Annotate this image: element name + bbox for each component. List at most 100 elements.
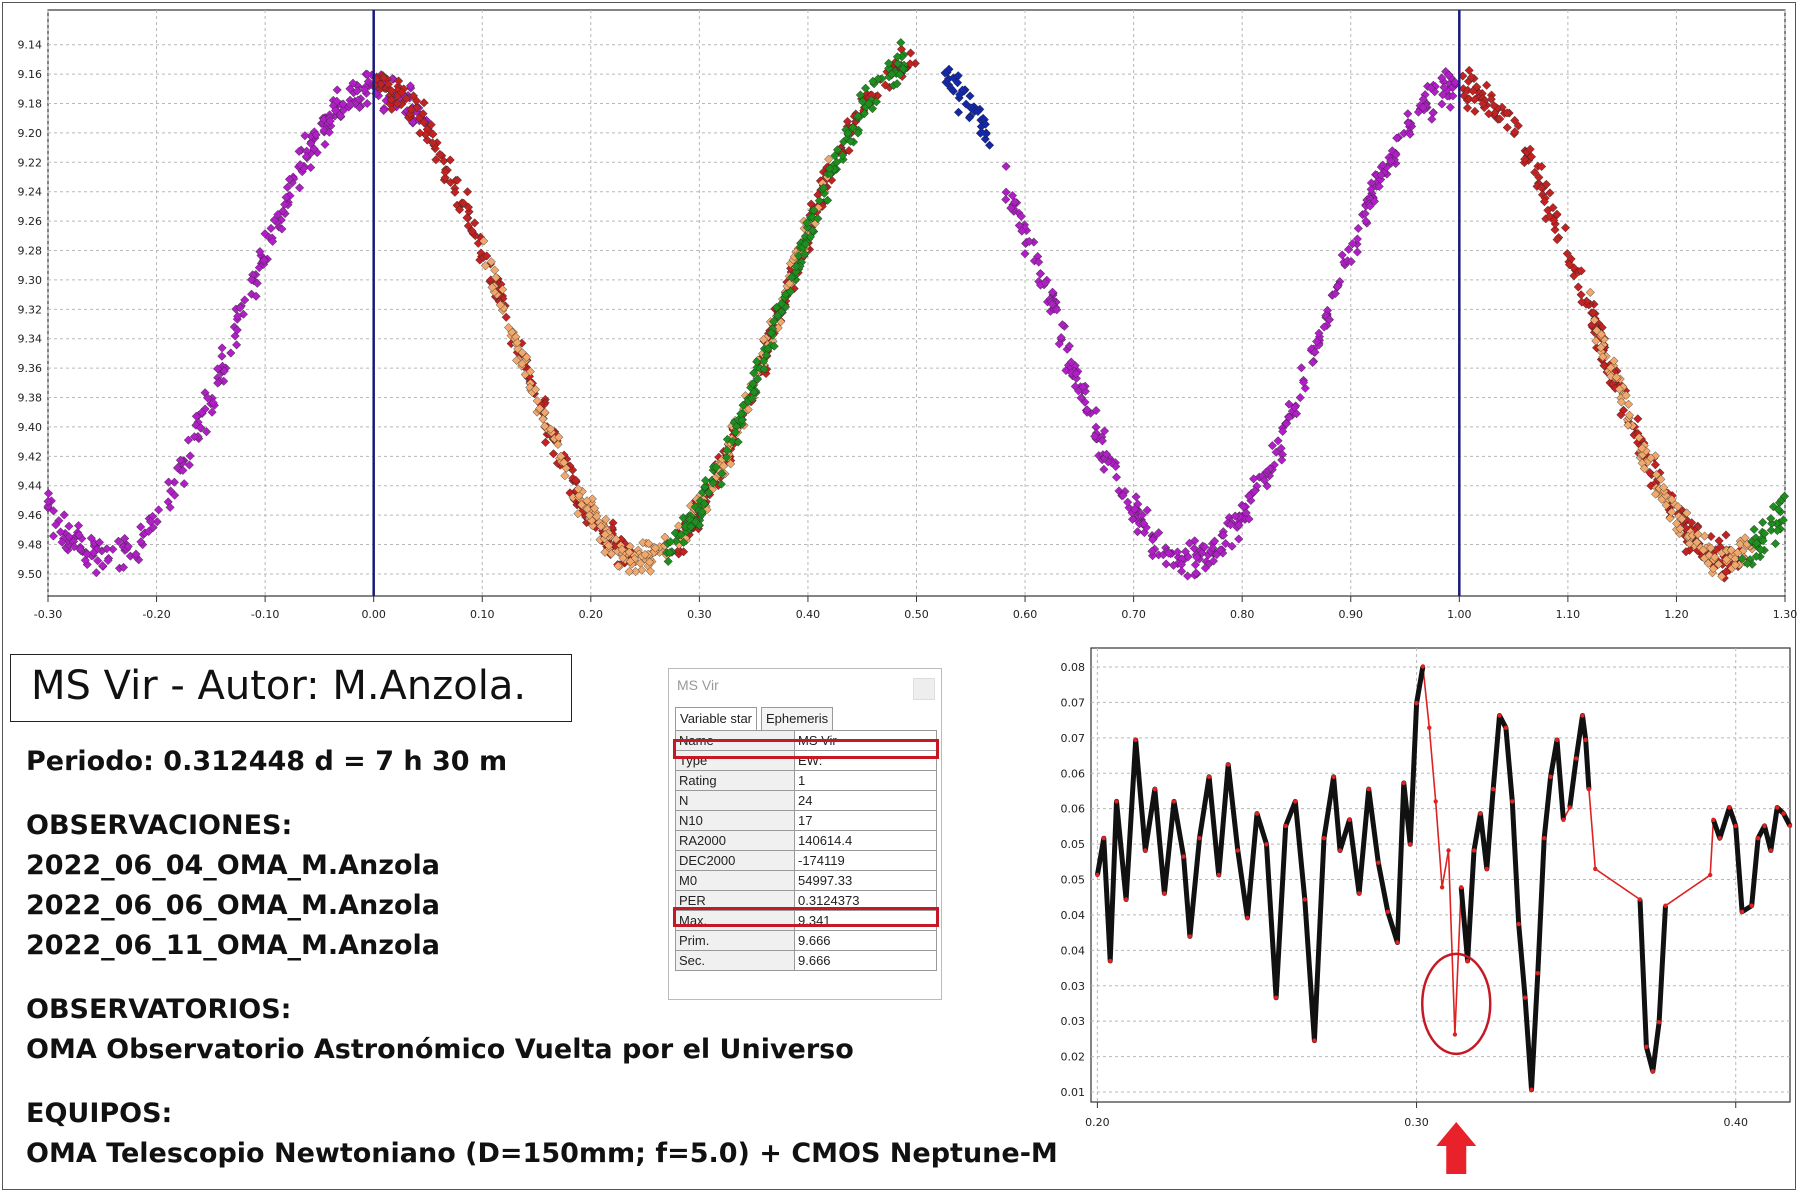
data-point [43,496,53,506]
x-tick-label: -0.30 [34,608,62,621]
data-point [1118,490,1128,501]
data-point [1172,547,1183,557]
data-point [589,503,600,513]
periodogram-point [1152,786,1157,792]
y-tick-label: 0.04 [1061,944,1086,957]
data-point [495,300,505,310]
data-point [1437,99,1447,109]
data-point [1133,527,1143,537]
property-row[interactable]: Rating 1 [675,770,937,791]
data-point [554,432,564,442]
close-icon[interactable] [913,678,935,700]
data-point [259,255,269,265]
y-tick-label: 9.48 [18,539,43,552]
y-tick-label: 9.40 [18,421,43,434]
property-row[interactable]: PER 0.3124373 [675,890,937,911]
data-point [498,284,508,295]
data-point [1772,526,1782,536]
data-point [376,79,386,89]
periodogram-point [1516,921,1521,927]
data-point [1090,431,1100,441]
data-point [1759,529,1770,539]
data-point [362,69,372,79]
data-point [1735,539,1745,549]
data-point [306,162,316,173]
property-row[interactable]: Sec. 9.666 [675,950,937,971]
data-point [311,130,321,140]
data-point [1771,518,1781,529]
data-point [1210,536,1220,546]
data-point [217,351,227,361]
data-point [1633,414,1643,424]
data-point [1677,514,1687,524]
light-curve-grid [47,9,1786,597]
periodogram-axes: 0.08 0.07 0.07 0.06 0.06 0.05 0.05 0.04 0.04 0.03… [1061,661,1748,1174]
y-tick-label: 9.24 [18,186,43,199]
data-point [383,79,394,89]
periodogram-point [1293,799,1298,804]
data-point [1656,474,1666,484]
periodogram-point [1465,958,1470,964]
data-point [445,155,455,165]
data-point [1180,547,1191,557]
x-tick-label: -0.10 [251,608,279,621]
data-point [1623,420,1633,430]
data-point [726,459,736,469]
data-point [1510,127,1520,137]
property-row[interactable]: N10 17 [675,810,937,831]
data-point [1751,551,1761,561]
data-point [1749,524,1759,534]
data-point [596,521,606,531]
property-row[interactable]: Prim. 9.666 [675,930,937,951]
data-point [637,565,647,575]
tab-variable-star[interactable]: Variable star [675,707,758,730]
data-point [517,348,527,358]
property-row[interactable]: Max. 9.341 [675,910,937,931]
data-point [1392,133,1402,143]
data-point [1189,543,1199,553]
property-row[interactable]: Type EW: [675,750,937,771]
periodogram-point [1775,805,1780,810]
property-row[interactable]: M0 54997.33 [675,870,937,891]
data-point [749,368,759,378]
data-point [504,322,514,333]
property-row[interactable]: Name MS Vir [675,730,937,751]
data-point [645,566,655,576]
data-point [277,224,287,234]
x-tick-label: 0.00 [361,608,386,621]
data-point [690,517,701,527]
property-row[interactable]: DEC2000 -174119 [675,850,937,871]
data-point [219,366,229,376]
data-point [435,149,445,159]
property-row[interactable]: N 24 [675,790,937,811]
data-point [1717,571,1727,581]
data-point [362,98,372,109]
data-point [759,356,769,366]
data-point [973,106,983,117]
property-row[interactable]: RA2000 140614.4 [675,830,937,851]
data-point [953,71,963,81]
y-tick-label: 0.06 [1061,767,1086,780]
periodogram-point [1187,934,1193,939]
data-point [1218,530,1228,540]
data-point [884,63,894,73]
tab-ephemeris[interactable]: Ephemeris [761,707,834,730]
data-point [1545,188,1555,198]
data-point [131,549,141,559]
periodogram-point [1781,811,1786,816]
periodogram-point [1312,1038,1317,1043]
periodogram-point [1133,737,1138,743]
y-tick-label: 9.14 [18,39,43,52]
data-point [830,151,840,161]
data-point [428,129,438,139]
data-point [1238,502,1249,512]
data-point [1726,545,1736,555]
data-point [1386,156,1396,166]
light-curve-points [43,38,1790,583]
observatories-header: OBSERVATORIOS: [26,994,292,1025]
data-point [1365,201,1375,211]
data-point [386,95,396,105]
data-point [1234,520,1244,530]
data-point [1577,297,1587,307]
data-point [501,312,511,322]
